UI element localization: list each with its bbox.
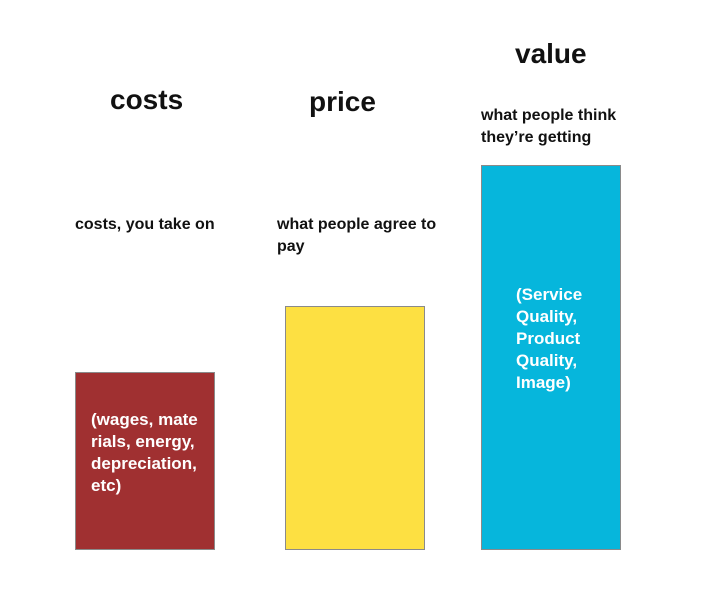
price-description: what people agree to pay (277, 216, 437, 255)
costs-bar: (wages, materials, energy, depreciation,… (75, 372, 215, 550)
value-description: what people think they’re getting (481, 107, 617, 146)
costs-bar-text: (wages, materials, energy, depreciation,… (91, 410, 198, 495)
value-title: value (515, 38, 587, 69)
costs-description: costs, you take on (75, 216, 215, 233)
price-title: price (309, 86, 376, 117)
value-bar-text: (Service Quality, Product Quality, Image… (516, 285, 583, 392)
costs-title: costs (110, 84, 184, 115)
price-bar (285, 306, 425, 550)
value-bar: (Service Quality, Product Quality, Image… (481, 165, 621, 550)
